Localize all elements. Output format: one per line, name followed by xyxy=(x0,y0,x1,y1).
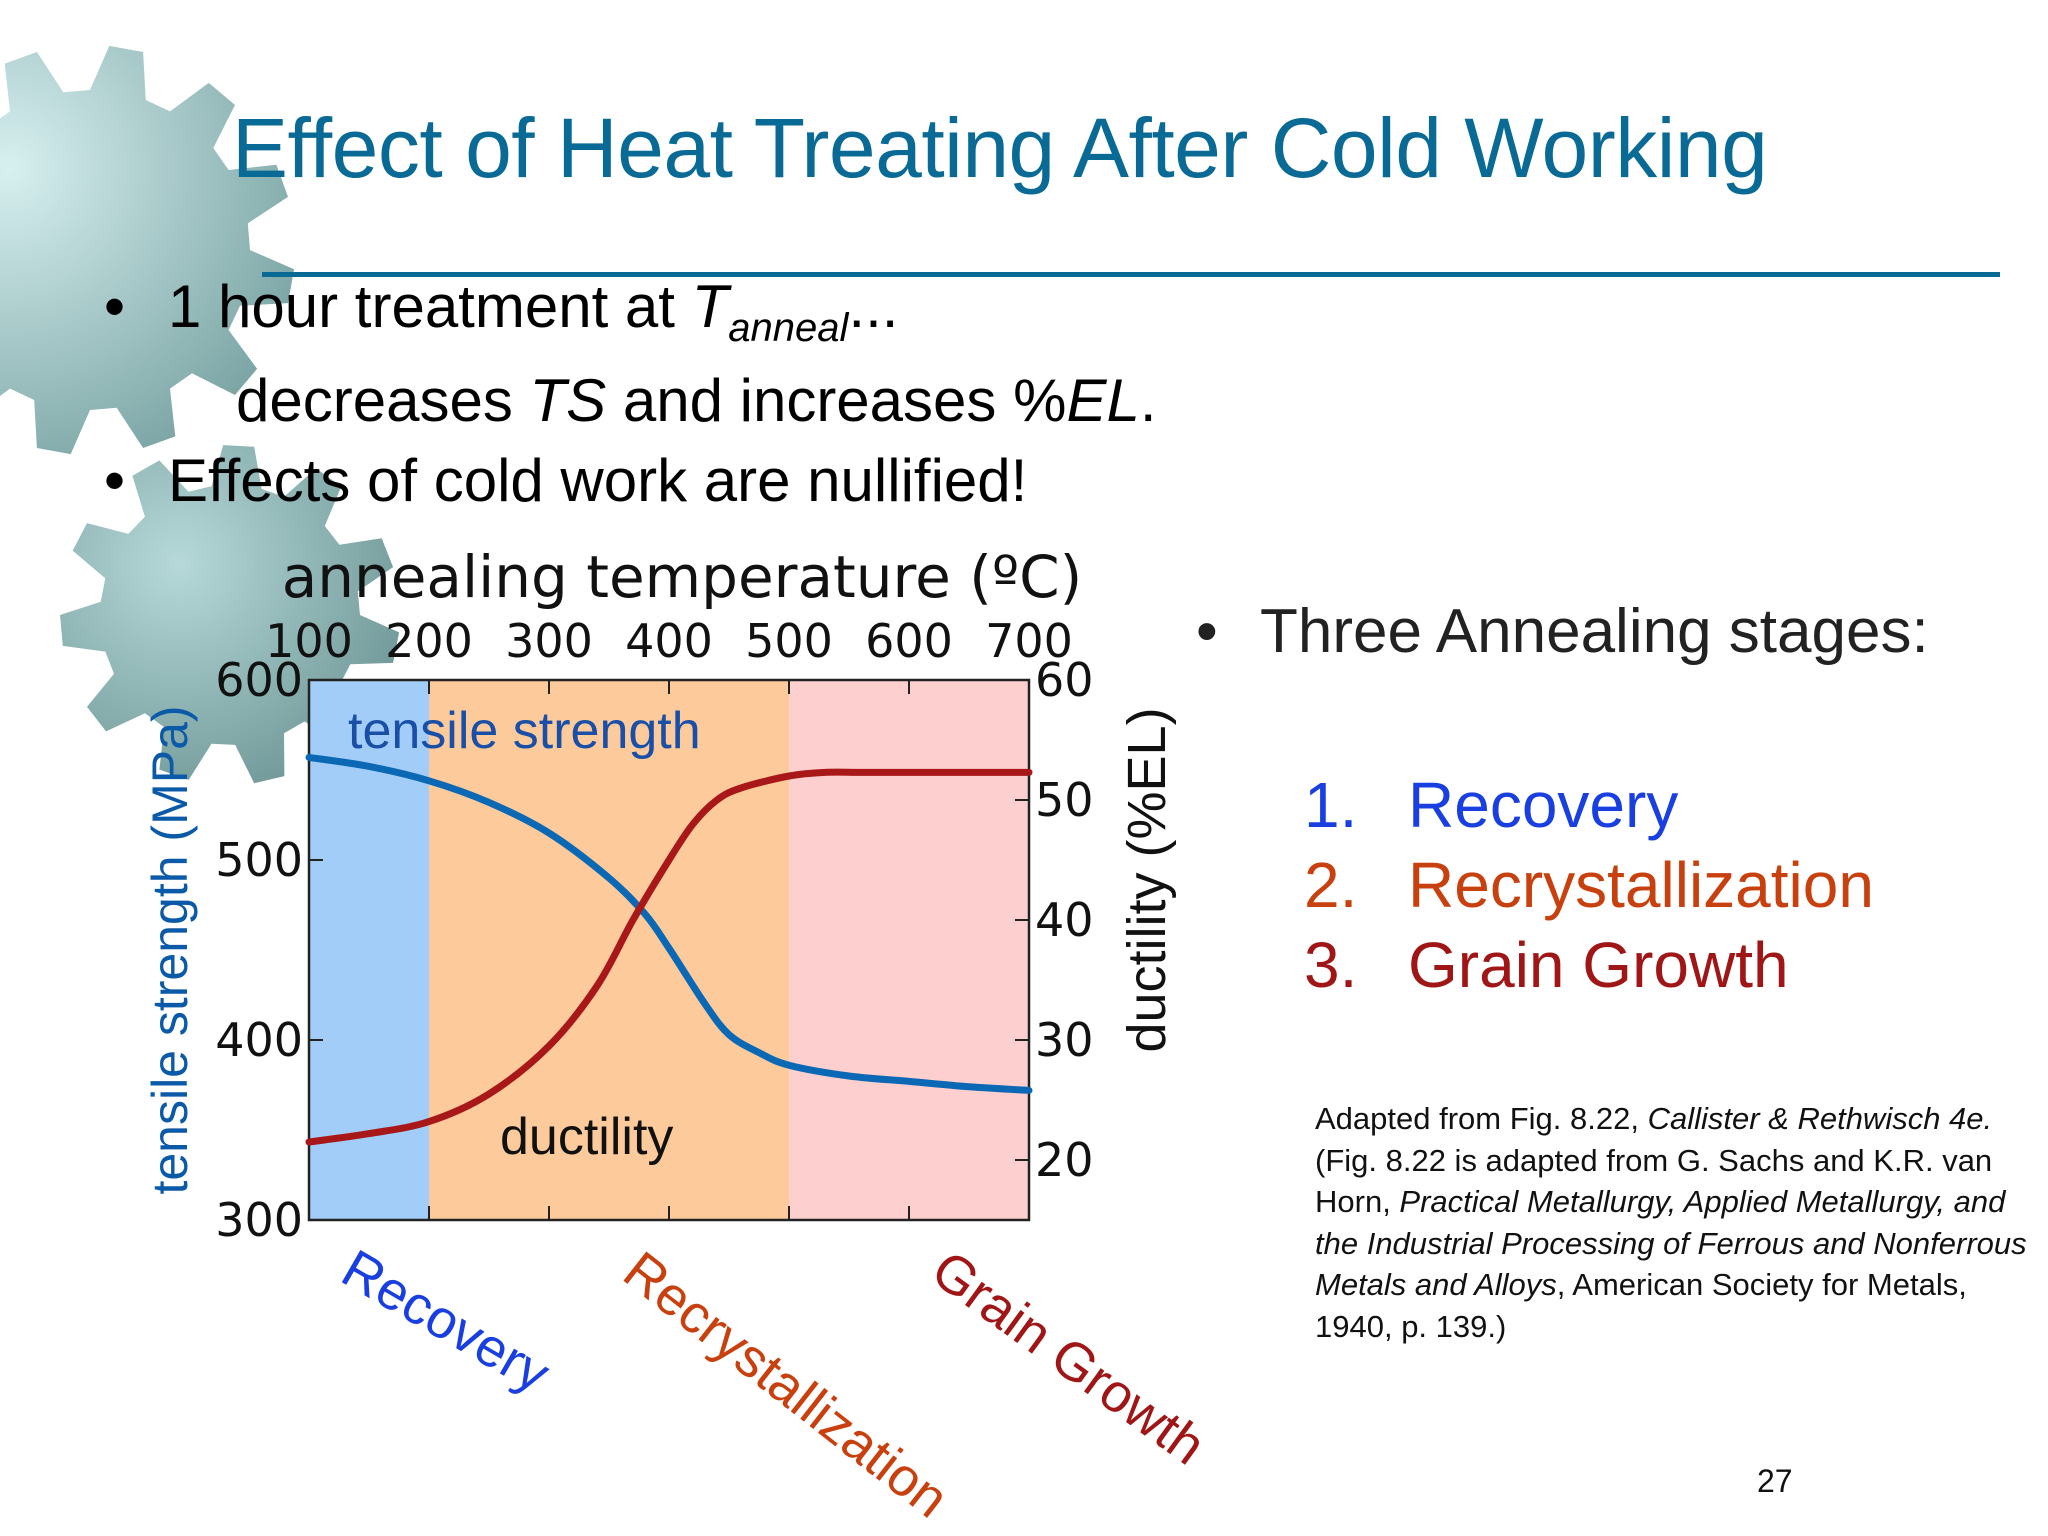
bullet-1: • 1 hour treatment at Tanneal... xyxy=(104,273,899,350)
y-tick-label: 300 xyxy=(215,1193,303,1247)
region-grain-growth xyxy=(789,680,1029,1220)
series-label-tensile-strength: tensile strength xyxy=(348,702,701,760)
x-axis-title: annealing temperature (ºC) xyxy=(282,543,1083,611)
bullet-2: • Effects of cold work are nullified! xyxy=(104,447,1028,514)
y-tick-label: 400 xyxy=(215,1013,303,1067)
x-tick-label: 400 xyxy=(625,614,713,668)
region-label-recrystallization: Recrystallization xyxy=(613,1240,960,1529)
series-line-tensile-strength xyxy=(305,753,1033,1094)
x-tick-label: 300 xyxy=(505,614,593,668)
y-tick-label: 500 xyxy=(215,833,303,887)
figure-caption: Adapted from Fig. 8.22, Callister & Reth… xyxy=(1315,1101,2027,1344)
region-label-grain-growth: Grain Growth xyxy=(921,1239,1216,1476)
bullet-1-line-2: decreases TS and increases %EL. xyxy=(236,367,1157,434)
x-tick-label: 600 xyxy=(865,614,953,668)
region-label-recovery: Recovery xyxy=(332,1238,560,1404)
large-gear-icon xyxy=(0,45,295,455)
y2-axis-title: ductility (%EL) xyxy=(1117,707,1177,1052)
x-tick-label: 200 xyxy=(385,614,473,668)
y2-tick-label: 20 xyxy=(1035,1133,1094,1187)
y-axis-title: tensile strength (MPa) xyxy=(142,705,198,1194)
stage-item-grain-growth: 3. Grain Growth xyxy=(1304,929,1789,1001)
slide-title: Effect of Heat Treating After Cold Worki… xyxy=(232,101,1768,195)
y2-tick-label: 40 xyxy=(1035,893,1094,947)
region-recrystallization xyxy=(429,680,789,1220)
series-label-ductility: ductility xyxy=(500,1108,673,1166)
x-tick-label: 100 xyxy=(265,614,353,668)
stage-item-recovery: 1. Recovery xyxy=(1304,769,1679,841)
bullet-symbol: • xyxy=(104,273,126,340)
y-tick-label: 600 xyxy=(215,653,303,707)
y2-tick-label: 30 xyxy=(1035,1013,1094,1067)
series-line-ductility xyxy=(305,768,1033,1146)
title-divider xyxy=(262,272,2000,277)
y2-tick-label: 60 xyxy=(1035,653,1094,707)
stages-heading: • Three Annealing stages: xyxy=(1196,597,1929,666)
page-number: 27 xyxy=(1757,1463,1793,1499)
y2-tick-label: 50 xyxy=(1035,773,1094,827)
stage-item-recrystallization: 2. Recrystallization xyxy=(1304,849,1874,921)
x-tick-label: 700 xyxy=(985,614,1073,668)
bullet-symbol: • xyxy=(104,447,126,514)
x-tick-label: 500 xyxy=(745,614,833,668)
